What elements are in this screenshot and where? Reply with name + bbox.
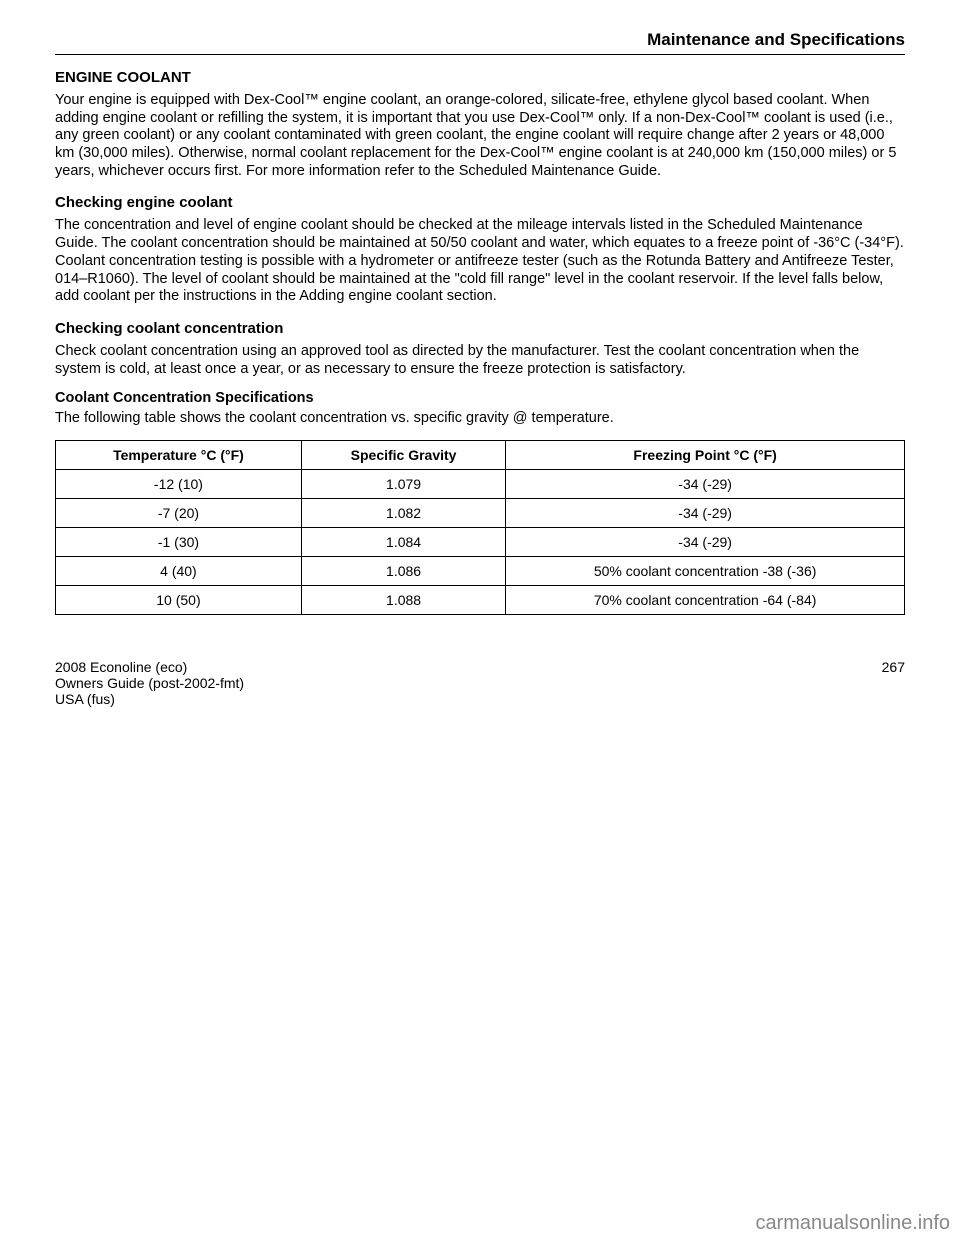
col-header: Freezing Point °C (°F) xyxy=(506,440,905,469)
table-row: 4 (40) 1.086 50% coolant concentration -… xyxy=(56,556,905,585)
table-cell: -7 (20) xyxy=(56,498,302,527)
table-row: -12 (10) 1.079 -34 (-29) xyxy=(56,469,905,498)
sub-title: Coolant Concentration Specifications xyxy=(55,390,905,406)
table-cell: -12 (10) xyxy=(56,469,302,498)
section-checking-coolant: Checking engine coolant The concentratio… xyxy=(55,194,905,305)
section-title: ENGINE COOLANT xyxy=(55,69,905,86)
col-header: Temperature °C (°F) xyxy=(56,440,302,469)
para-text: The concentration and level of engine co… xyxy=(55,217,905,305)
col-header: Specific Gravity xyxy=(301,440,505,469)
page-footer: 2008 Econoline (eco) Owners Guide (post-… xyxy=(55,659,905,707)
section-engine-coolant: ENGINE COOLANT Your engine is equipped w… xyxy=(55,69,905,180)
footer-page-number: 267 xyxy=(882,659,905,707)
table-cell: 1.082 xyxy=(301,498,505,527)
table-cell: 70% coolant concentration -64 (-84) xyxy=(506,585,905,614)
table-cell: -34 (-29) xyxy=(506,498,905,527)
table-header-row: Temperature °C (°F) Specific Gravity Fre… xyxy=(56,440,905,469)
table-cell: 10 (50) xyxy=(56,585,302,614)
header-title: Maintenance and Specifications xyxy=(215,30,905,50)
page-header: Maintenance and Specifications xyxy=(55,30,905,55)
table-cell: -34 (-29) xyxy=(506,469,905,498)
table-row: -7 (20) 1.082 -34 (-29) xyxy=(56,498,905,527)
para-text: The following table shows the coolant co… xyxy=(55,410,905,428)
para-text: Your engine is equipped with Dex-Cool™ e… xyxy=(55,92,905,180)
table-cell: -1 (30) xyxy=(56,527,302,556)
table-cell: 4 (40) xyxy=(56,556,302,585)
table-cell: 1.088 xyxy=(301,585,505,614)
coolant-table: Temperature °C (°F) Specific Gravity Fre… xyxy=(55,440,905,615)
page-container: Maintenance and Specifications ENGINE CO… xyxy=(0,0,960,727)
section-title: Checking engine coolant xyxy=(55,194,905,211)
para-text: Check coolant concentration using an app… xyxy=(55,343,905,378)
table-cell: 50% coolant concentration -38 (-36) xyxy=(506,556,905,585)
table-row: -1 (30) 1.084 -34 (-29) xyxy=(56,527,905,556)
section-coolant-concentration: Checking coolant concentration Check coo… xyxy=(55,320,905,428)
table-cell: 1.086 xyxy=(301,556,505,585)
table-cell: -34 (-29) xyxy=(506,527,905,556)
table-cell: 1.084 xyxy=(301,527,505,556)
table-cell: 1.079 xyxy=(301,469,505,498)
footer-left: 2008 Econoline (eco) Owners Guide (post-… xyxy=(55,659,244,707)
watermark-text: carmanualsonline.info xyxy=(755,1212,950,1235)
section-title: Checking coolant concentration xyxy=(55,320,905,337)
table-row: 10 (50) 1.088 70% coolant concentration … xyxy=(56,585,905,614)
